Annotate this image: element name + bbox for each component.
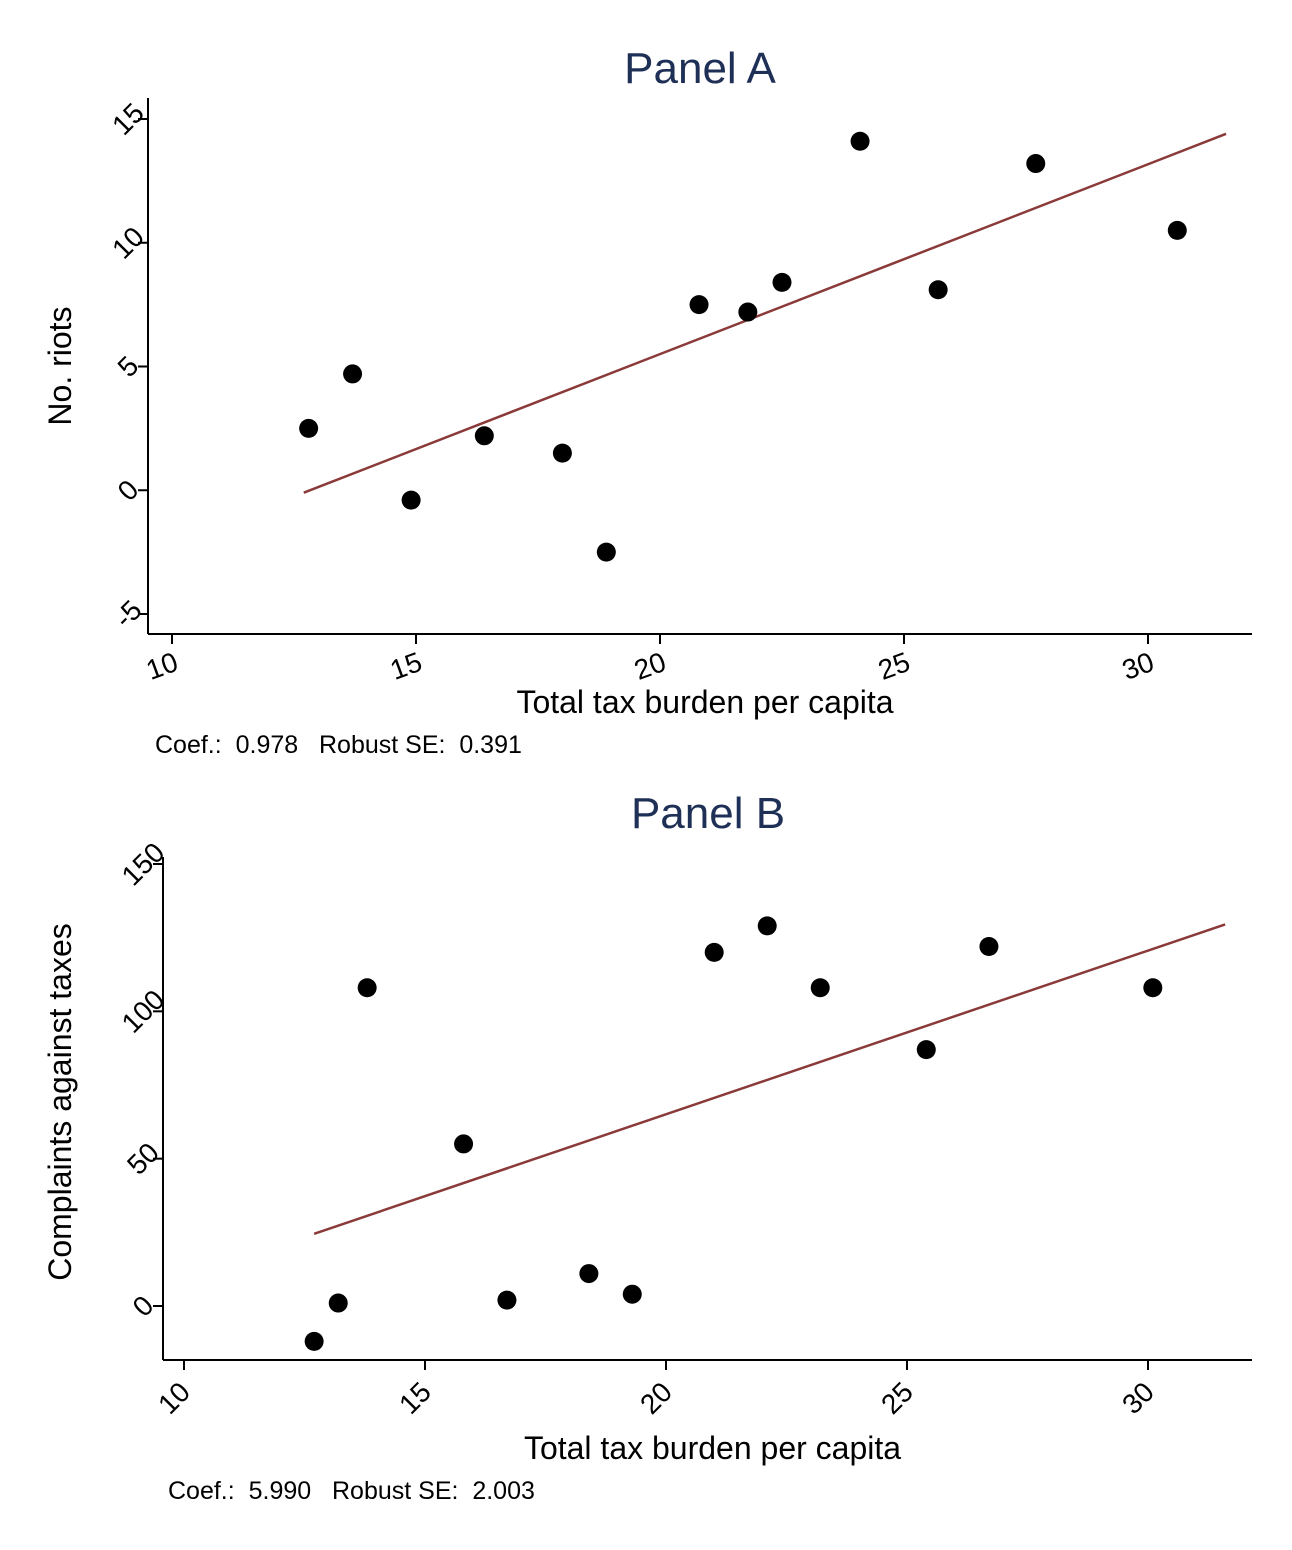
data-point bbox=[1143, 978, 1163, 998]
x-axis-label: Total tax burden per capita bbox=[524, 1430, 901, 1466]
x-axis-label: Total tax burden per capita bbox=[516, 684, 893, 720]
fit-line bbox=[313, 923, 1226, 1235]
data-point bbox=[474, 426, 494, 446]
x-tick-label: 30 bbox=[1116, 1376, 1160, 1420]
regression-note: Coef.: 5.990 Robust SE: 2.003 bbox=[168, 1477, 535, 1505]
x-tick-label: 20 bbox=[634, 1376, 678, 1420]
data-point bbox=[704, 942, 724, 962]
regression-note: Coef.: 0.978 Robust SE: 0.391 bbox=[155, 731, 522, 759]
data-point bbox=[454, 1134, 474, 1154]
data-point bbox=[738, 302, 758, 322]
data-point bbox=[357, 978, 377, 998]
data-point bbox=[552, 443, 572, 463]
data-point bbox=[343, 364, 363, 384]
x-tick-label: 15 bbox=[386, 646, 426, 686]
y-tick-label: 15 bbox=[106, 97, 150, 141]
data-point bbox=[497, 1290, 517, 1310]
panel-title: Panel B bbox=[631, 789, 785, 838]
fit-line bbox=[303, 132, 1227, 494]
data-point bbox=[810, 978, 830, 998]
y-axis-label: Complaints against taxes bbox=[42, 923, 78, 1281]
data-point bbox=[1026, 154, 1046, 174]
x-tick-label: 10 bbox=[152, 1376, 196, 1420]
panel-title: Panel A bbox=[624, 44, 776, 93]
data-point bbox=[401, 490, 421, 510]
data-point bbox=[928, 280, 948, 300]
y-tick-label: -5 bbox=[108, 594, 148, 634]
data-point bbox=[304, 1331, 324, 1351]
data-point bbox=[850, 131, 870, 151]
data-point bbox=[757, 916, 777, 936]
data-point bbox=[622, 1284, 642, 1304]
data-point bbox=[772, 272, 792, 292]
data-point bbox=[328, 1293, 348, 1313]
data-point bbox=[916, 1040, 936, 1060]
x-tick-label: 25 bbox=[874, 646, 914, 686]
data-point bbox=[1167, 220, 1187, 240]
data-point bbox=[299, 418, 319, 438]
x-tick-label: 30 bbox=[1118, 646, 1158, 686]
x-tick-label: 25 bbox=[875, 1376, 919, 1420]
y-tick-label: 10 bbox=[106, 221, 150, 265]
data-point bbox=[596, 542, 616, 562]
data-point bbox=[689, 295, 709, 315]
y-axis-label: No. riots bbox=[42, 306, 78, 425]
y-tick-label: 50 bbox=[121, 1137, 165, 1181]
x-tick-label: 10 bbox=[142, 646, 182, 686]
data-point bbox=[979, 937, 999, 957]
x-tick-label: 15 bbox=[393, 1376, 437, 1420]
data-point bbox=[579, 1264, 599, 1284]
x-tick-label: 20 bbox=[630, 646, 670, 686]
